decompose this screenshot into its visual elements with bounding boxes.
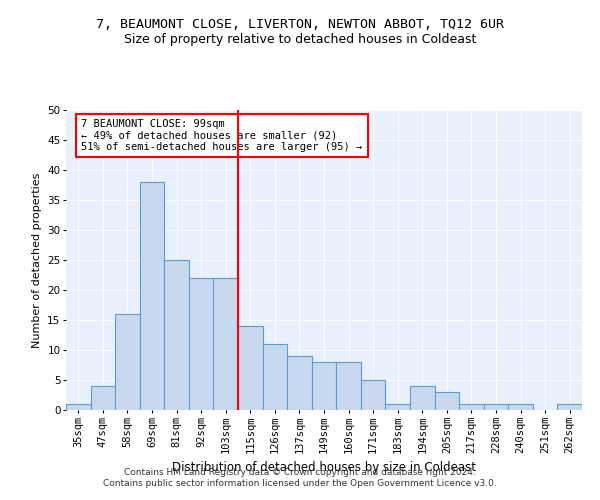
Y-axis label: Number of detached properties: Number of detached properties [32,172,41,348]
Bar [336,362,361,410]
Bar [238,326,263,410]
Bar [434,392,459,410]
Bar [214,278,238,410]
Text: Size of property relative to detached houses in Coldeast: Size of property relative to detached ho… [124,32,476,46]
Bar [189,278,214,410]
Bar [91,386,115,410]
Bar [459,404,484,410]
Bar [508,404,533,410]
Bar [385,404,410,410]
Bar [263,344,287,410]
Bar [557,404,582,410]
Bar [484,404,508,410]
Bar [66,404,91,410]
Bar [410,386,434,410]
Text: 7 BEAUMONT CLOSE: 99sqm
← 49% of detached houses are smaller (92)
51% of semi-de: 7 BEAUMONT CLOSE: 99sqm ← 49% of detache… [82,119,363,152]
Bar [287,356,312,410]
Bar [115,314,140,410]
X-axis label: Distribution of detached houses by size in Coldeast: Distribution of detached houses by size … [172,462,476,474]
Text: Contains HM Land Registry data © Crown copyright and database right 2024.
Contai: Contains HM Land Registry data © Crown c… [103,468,497,487]
Text: 7, BEAUMONT CLOSE, LIVERTON, NEWTON ABBOT, TQ12 6UR: 7, BEAUMONT CLOSE, LIVERTON, NEWTON ABBO… [96,18,504,30]
Bar [312,362,336,410]
Bar [164,260,189,410]
Bar [140,182,164,410]
Bar [361,380,385,410]
